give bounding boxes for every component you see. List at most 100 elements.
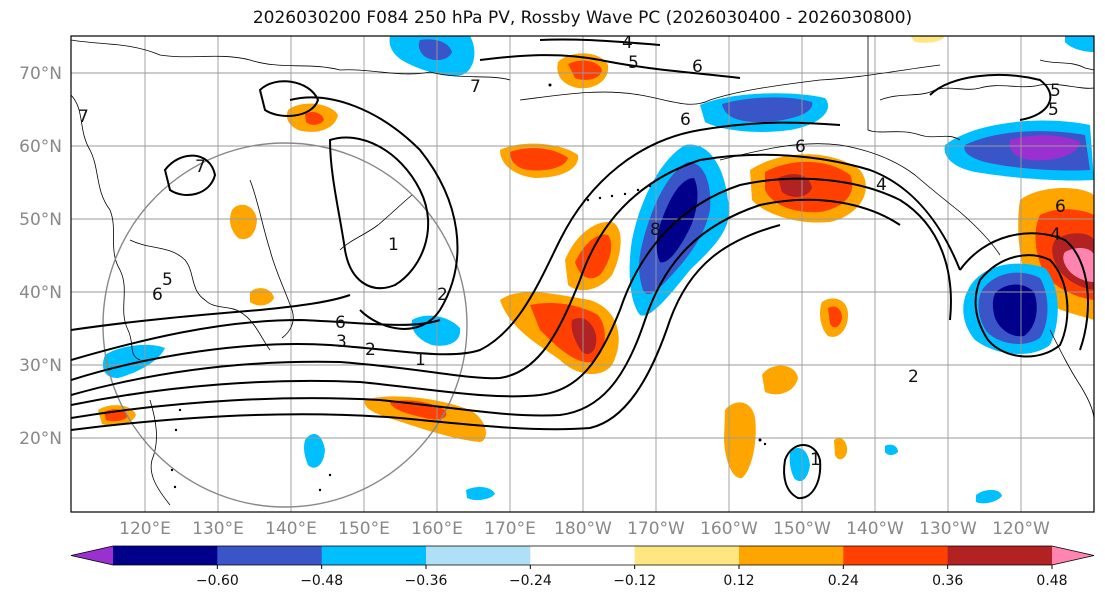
colorbar-segment <box>634 546 740 565</box>
pv-loop-west <box>163 154 217 196</box>
lon-label: 140°W <box>846 519 904 539</box>
contour-label: 6 <box>795 137 806 157</box>
contour-label: 6 <box>680 110 691 130</box>
negative-anomaly <box>789 448 810 482</box>
contour-label: 4 <box>622 33 633 53</box>
contour-label: 8 <box>650 220 661 240</box>
pv-trough-outer <box>289 96 459 330</box>
contour-labels: 4 5 6 7 5 1 7 6 3 2 1 5 2 6 8 6 4 5 4 6 … <box>78 33 1066 470</box>
negative-anomaly <box>466 486 495 501</box>
colorbar-tick-label: 0.36 <box>932 573 963 589</box>
pv-contour-1 <box>71 121 841 381</box>
lon-label: 120°E <box>119 519 171 539</box>
pv-low-east-outer <box>959 232 1089 351</box>
positive-anomaly <box>910 36 945 43</box>
map-frame <box>70 35 1095 513</box>
colorbar-tick-label: 0.48 <box>1036 573 1067 589</box>
lon-label: 130°W <box>919 519 977 539</box>
shaded-anomalies <box>98 36 1094 504</box>
contour-label: 4 <box>876 175 887 195</box>
colorbar-outline <box>70 545 1095 566</box>
lat-label: 60°N <box>19 137 62 157</box>
positive-anomaly <box>762 365 798 395</box>
coastlines <box>71 36 1094 506</box>
colorbar-tick-label: 0.24 <box>828 573 859 589</box>
colorbar-tick-label: −0.12 <box>613 573 656 589</box>
colorbar-segment <box>321 546 427 565</box>
positive-anomaly <box>834 438 848 460</box>
pv-contour-2 <box>71 153 961 396</box>
contour-label: 6 <box>1055 197 1066 217</box>
pv-contour-7 <box>71 294 351 331</box>
contour-label: 7 <box>195 157 206 177</box>
pv-contour-4 <box>71 198 901 419</box>
pv-contour-5 <box>71 224 781 431</box>
contour-label: 1 <box>388 235 399 255</box>
colorbar-tick-label: −0.24 <box>509 573 552 589</box>
colorbar-tick-label: −0.36 <box>405 573 448 589</box>
contour-label: 1 <box>810 450 821 470</box>
pv-trough-inner <box>328 136 430 290</box>
lon-label: 150°E <box>338 519 390 539</box>
pv-ridge <box>479 54 741 79</box>
pv-closed-low <box>783 444 822 500</box>
colorbar: −0.60 −0.48 −0.36 −0.24 −0.12 0.12 0.24 0.36 0.4… <box>70 545 1095 589</box>
contour-label: 5 <box>1050 81 1061 101</box>
islands <box>170 83 767 492</box>
contour-label: 6 <box>692 57 703 77</box>
pv-loop-east <box>929 74 1052 121</box>
contour-label: 2 <box>908 367 919 387</box>
lat-label: 40°N <box>19 283 62 303</box>
map-title: 2026030200 F084 250 hPa PV, Rossby Wave … <box>252 8 913 28</box>
lon-label: 180°W <box>554 519 612 539</box>
lat-label: 30°N <box>19 356 62 376</box>
lon-label: 170°W <box>627 519 685 539</box>
contour-label: 2 <box>437 285 448 305</box>
colorbar-tick-label: 0.12 <box>723 573 754 589</box>
pv-contour-6 <box>71 318 441 361</box>
negative-anomaly <box>102 344 165 378</box>
contour-label: 2 <box>365 340 376 360</box>
negative-anomaly <box>304 434 325 468</box>
lat-label: 70°N <box>19 64 62 84</box>
colorbar-segment <box>843 546 949 565</box>
colorbar-tick-label: −0.60 <box>196 573 239 589</box>
negative-anomaly <box>885 444 898 455</box>
positive-anomaly <box>724 402 756 479</box>
lon-label: 140°E <box>265 519 317 539</box>
colorbar-segment <box>426 546 531 565</box>
contour-label: 3 <box>336 332 347 352</box>
negative-anomaly <box>976 489 1002 504</box>
contour-label: 6 <box>152 285 163 305</box>
contour-label: 6 <box>335 313 346 333</box>
pv-low-east <box>974 254 1069 358</box>
pv-ridge-north <box>539 38 661 46</box>
negative-anomaly <box>1065 36 1094 52</box>
colorbar-segment <box>113 546 218 565</box>
contour-label: 7 <box>78 107 89 127</box>
lon-label: 150°W <box>773 519 831 539</box>
colorbar-segment <box>947 546 1053 565</box>
pv-loop-north <box>258 80 320 117</box>
colorbar-tick-label: −0.48 <box>300 573 343 589</box>
contour-label: 4 <box>1050 225 1061 245</box>
lon-label: 130°E <box>192 519 244 539</box>
lat-label: 20°N <box>19 429 62 449</box>
contour-label: 1 <box>415 350 426 370</box>
contour-label: 5 <box>628 53 639 73</box>
longitude-labels: 120°E 130°E 140°E 150°E 160°E 170°E 180°… <box>119 519 1050 539</box>
lon-label: 170°E <box>484 519 536 539</box>
lon-label: 120°W <box>992 519 1050 539</box>
positive-anomaly <box>230 204 257 240</box>
pv-contours <box>71 38 1089 500</box>
colorbar-segment <box>530 546 636 565</box>
contour-label: 5 <box>1048 100 1059 120</box>
contour-label: 7 <box>470 77 481 97</box>
colorbar-segment <box>217 546 323 565</box>
pv-contour-3 <box>71 177 952 406</box>
lon-label: 160°W <box>700 519 758 539</box>
colorbar-extend-high <box>1052 546 1094 565</box>
lat-label: 50°N <box>19 210 62 230</box>
colorbar-extend-low <box>71 546 113 565</box>
